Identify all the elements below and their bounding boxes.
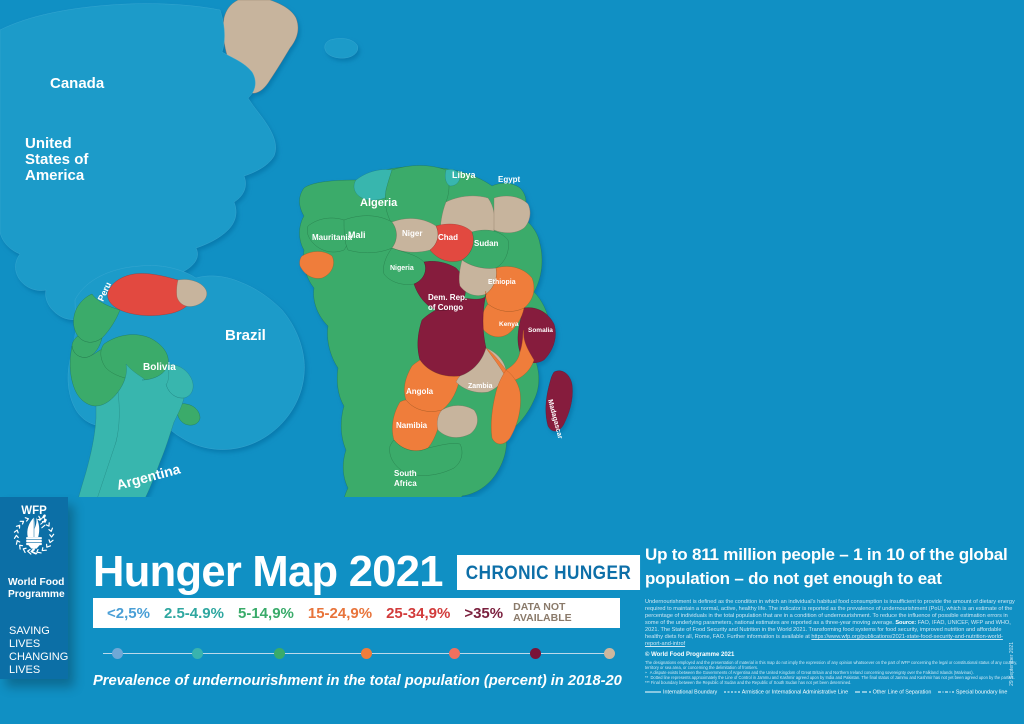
svg-text:America: America [25, 167, 85, 184]
svg-text:United: United [25, 135, 72, 152]
svg-text:Chad: Chad [438, 233, 458, 242]
svg-text:Kenya: Kenya [499, 321, 519, 328]
svg-text:Bolivia: Bolivia [143, 362, 176, 373]
svg-text:Zambia: Zambia [468, 383, 493, 390]
svg-text:South: South [394, 469, 417, 478]
svg-text:Nigeria: Nigeria [390, 265, 414, 272]
svg-text:Namibia: Namibia [396, 421, 428, 430]
svg-text:Dem. Rep.: Dem. Rep. [428, 293, 467, 302]
svg-text:Angola: Angola [406, 387, 434, 396]
svg-text:States of: States of [25, 151, 89, 168]
svg-text:Canada: Canada [50, 75, 105, 92]
svg-text:Libya: Libya [452, 170, 477, 180]
svg-text:Somalia: Somalia [528, 327, 553, 334]
svg-text:Niger: Niger [402, 229, 422, 238]
svg-text:Mauritania: Mauritania [312, 233, 353, 242]
svg-text:Mali: Mali [348, 230, 366, 240]
svg-text:Ethiopia: Ethiopia [488, 279, 516, 286]
svg-text:Brazil: Brazil [225, 327, 266, 344]
svg-text:Algeria: Algeria [360, 197, 398, 209]
svg-text:Egypt: Egypt [498, 175, 521, 184]
svg-text:Africa: Africa [394, 479, 417, 488]
svg-text:of Congo: of Congo [428, 303, 463, 312]
svg-text:Sudan: Sudan [474, 239, 499, 248]
